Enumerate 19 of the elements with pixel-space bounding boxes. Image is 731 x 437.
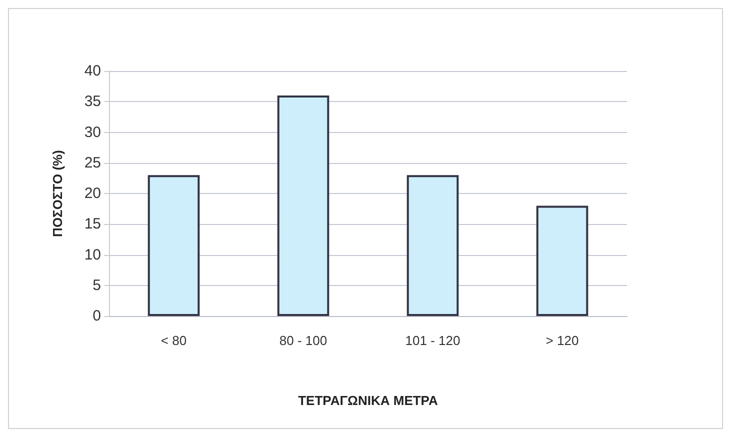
- y-tick-label: 25: [84, 154, 101, 172]
- y-tick-label: 40: [84, 62, 101, 80]
- y-tick-label: 10: [84, 246, 101, 264]
- y-tick-label: 35: [84, 93, 101, 110]
- bar: [406, 175, 459, 316]
- x-tick-label: < 80: [160, 333, 187, 348]
- y-axis-title: ΠΟΣΟΣΤΟ (%): [50, 150, 65, 237]
- bar: [536, 206, 588, 316]
- bar: [277, 96, 330, 316]
- y-tick-label: 20: [84, 185, 101, 202]
- y-tick-label: 0: [92, 308, 101, 324]
- x-tick-label: 80 - 100: [279, 333, 328, 348]
- x-tick-label: > 120: [546, 333, 579, 348]
- y-tick-label: 15: [84, 216, 101, 233]
- y-tick-label: 5: [92, 276, 101, 294]
- bar: [148, 175, 200, 316]
- y-tick-label: 30: [84, 124, 101, 141]
- x-axis-title: ΤΕΤΡΑΓΩΝΙΚΑ ΜΕΤΡΑ: [298, 393, 439, 408]
- x-tick-label: 101 - 120: [405, 333, 460, 348]
